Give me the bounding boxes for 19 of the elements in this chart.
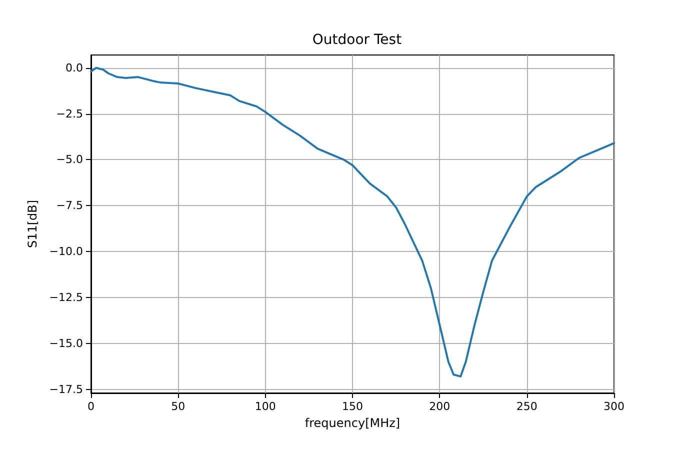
x-tick-label: 250 <box>516 400 538 413</box>
x-axis-title: frequency[MHz] <box>304 416 400 430</box>
x-tick-label: 50 <box>171 400 186 413</box>
y-tick-label: 0.0 <box>66 61 83 74</box>
y-tick-label: −2.5 <box>56 107 83 120</box>
x-tick-label: 100 <box>254 400 276 413</box>
x-tick-label: 0 <box>88 400 94 413</box>
x-tick-label: 200 <box>429 400 450 413</box>
y-tick-label: −10.0 <box>49 245 83 258</box>
x-tick-label: 300 <box>604 400 624 413</box>
x-tick-label: 150 <box>342 400 363 413</box>
y-tick-label: −17.5 <box>49 382 83 396</box>
y-tick-label: −5.0 <box>56 153 83 166</box>
chart-title: Outdoor Test <box>312 32 402 48</box>
line-series <box>90 66 615 378</box>
y-axis-title: S11[dB] <box>25 200 40 248</box>
y-tick-label: −12.5 <box>49 290 83 304</box>
y-tick-label: −7.5 <box>56 199 83 212</box>
y-tick-label: −15.0 <box>49 336 83 350</box>
